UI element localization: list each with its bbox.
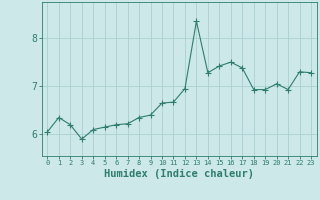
X-axis label: Humidex (Indice chaleur): Humidex (Indice chaleur) — [104, 169, 254, 179]
